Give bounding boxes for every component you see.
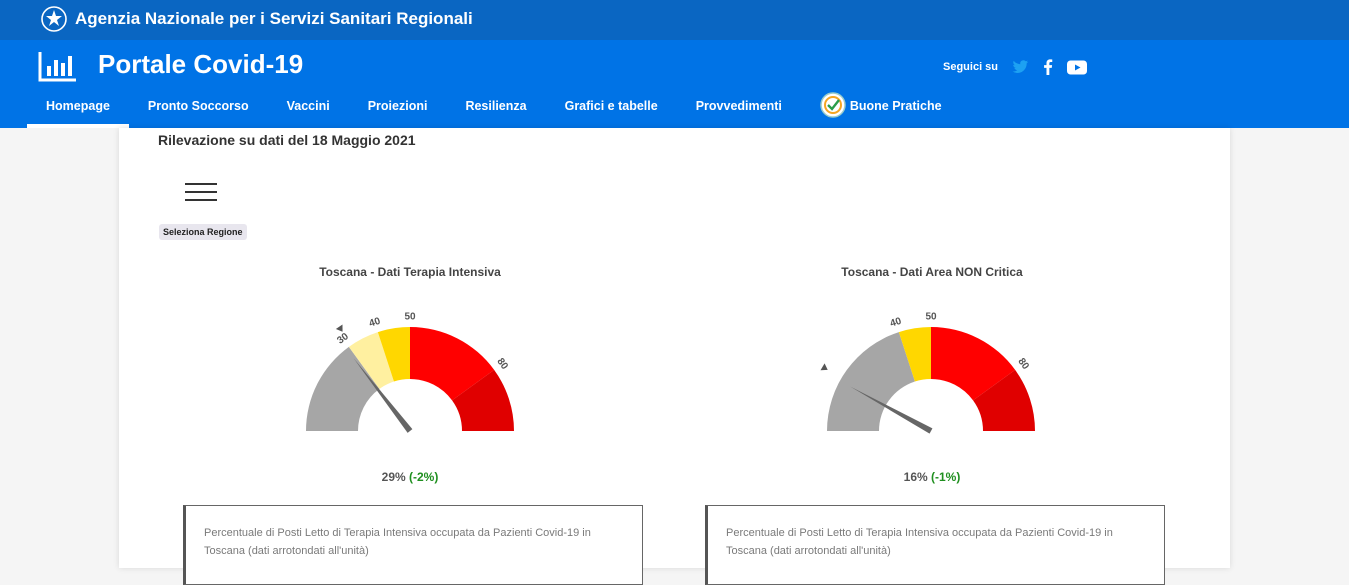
gauge-title-area-non-critica: Toscana - Dati Area NON Critica [841, 265, 1023, 279]
gauge-band-4 [452, 369, 514, 431]
gauge-description-terapia-intensiva: Percentuale di Posti Letto di Terapia In… [183, 505, 643, 585]
nav-label: Grafici e tabelle [564, 99, 658, 113]
portal-header: Portale Covid-19 Seguici su Homepage Pro… [0, 40, 1349, 128]
gauge-value-text: 16% [903, 470, 928, 484]
nav-label: Homepage [46, 99, 110, 113]
nav-item-buone-pratiche[interactable]: Buone Pratiche [801, 90, 961, 128]
nav-label: Resilienza [465, 99, 527, 113]
gauge-needle [353, 358, 413, 433]
page-title: Rilevazione su dati del 18 Maggio 2021 [158, 132, 416, 148]
menu-icon[interactable] [185, 183, 217, 203]
gauge-delta-text: (-2%) [409, 470, 439, 484]
nav-label: Buone Pratiche [849, 99, 942, 113]
region-select-label[interactable]: Seleziona Regione [159, 224, 247, 240]
gauge-terapia-intensiva: 30 40 50 80 [306, 312, 514, 433]
agency-bar: Agenzia Nazionale per i Servizi Sanitari… [0, 0, 1349, 40]
gauge-previous-marker [335, 324, 343, 332]
gauge-needle [850, 386, 933, 434]
gauge-tick-label: 40 [889, 316, 903, 330]
twitter-icon[interactable] [1012, 60, 1029, 74]
gauge-value-terapia-intensiva: 29% (-2%) [350, 470, 470, 484]
italian-republic-emblem-icon[interactable] [40, 5, 68, 33]
gauge-band-2 [377, 327, 410, 382]
gauge-band-3 [410, 327, 495, 401]
main-card: Rilevazione su dati del 18 Maggio 2021 S… [119, 128, 1230, 585]
description-text: Percentuale di Posti Letto di Terapia In… [726, 527, 1113, 557]
gauge-tick-label: 50 [404, 312, 416, 323]
gauge-tick-label: 50 [925, 312, 937, 323]
nav-label: Provvedimenti [695, 99, 782, 113]
gauge-area-non-critica: 40 50 80 [820, 312, 1035, 434]
gauge-band-1 [348, 332, 394, 389]
gauge-description-area-non-critica: Percentuale di Posti Letto di Terapia In… [705, 505, 1165, 585]
nav-item-pronto-soccorso[interactable]: Pronto Soccorso [129, 90, 268, 128]
nav-label: Proiezioni [367, 99, 428, 113]
gauge-tick-label: 80 [494, 356, 510, 372]
nav-item-homepage[interactable]: Homepage [27, 90, 129, 128]
gauge-band-2 [931, 327, 1016, 401]
facebook-icon[interactable] [1043, 59, 1053, 75]
nav-item-grafici-e-tabelle[interactable]: Grafici e tabelle [546, 90, 677, 128]
gauge-tick-label: 40 [368, 316, 382, 330]
nav-label: Pronto Soccorso [147, 99, 249, 113]
gauge-band-1 [898, 327, 931, 382]
bar-chart-icon[interactable] [38, 50, 78, 84]
gauge-value-text: 29% [381, 470, 406, 484]
gauge-tick-label: 30 [335, 331, 351, 347]
nav-item-vaccini[interactable]: Vaccini [268, 90, 349, 128]
nav-item-resilienza[interactable]: Resilienza [446, 90, 545, 128]
youtube-icon[interactable] [1067, 60, 1088, 75]
gauge-delta-text: (-1%) [931, 470, 961, 484]
checkmark-badge-icon [820, 92, 846, 118]
social-label: Seguici su [943, 61, 999, 73]
description-text: Percentuale di Posti Letto di Terapia In… [204, 527, 591, 557]
agency-title[interactable]: Agenzia Nazionale per i Servizi Sanitari… [75, 9, 473, 28]
nav-item-proiezioni[interactable]: Proiezioni [349, 90, 447, 128]
nav-item-provvedimenti[interactable]: Provvedimenti [677, 90, 801, 128]
gauge-band-0 [827, 332, 915, 431]
gauge-value-area-non-critica: 16% (-1%) [872, 470, 992, 484]
gauge-previous-marker [820, 363, 828, 371]
gauge-title-terapia-intensiva: Toscana - Dati Terapia Intensiva [319, 265, 501, 279]
nav-label: Vaccini [286, 99, 330, 113]
social-links: Seguici su [943, 59, 1088, 75]
gauge-tick-label: 80 [1015, 356, 1031, 372]
gauge-band-3 [973, 369, 1035, 431]
main-nav: Homepage Pronto Soccorso Vaccini Proiezi… [27, 90, 961, 128]
portal-title[interactable]: Portale Covid-19 [98, 49, 304, 79]
